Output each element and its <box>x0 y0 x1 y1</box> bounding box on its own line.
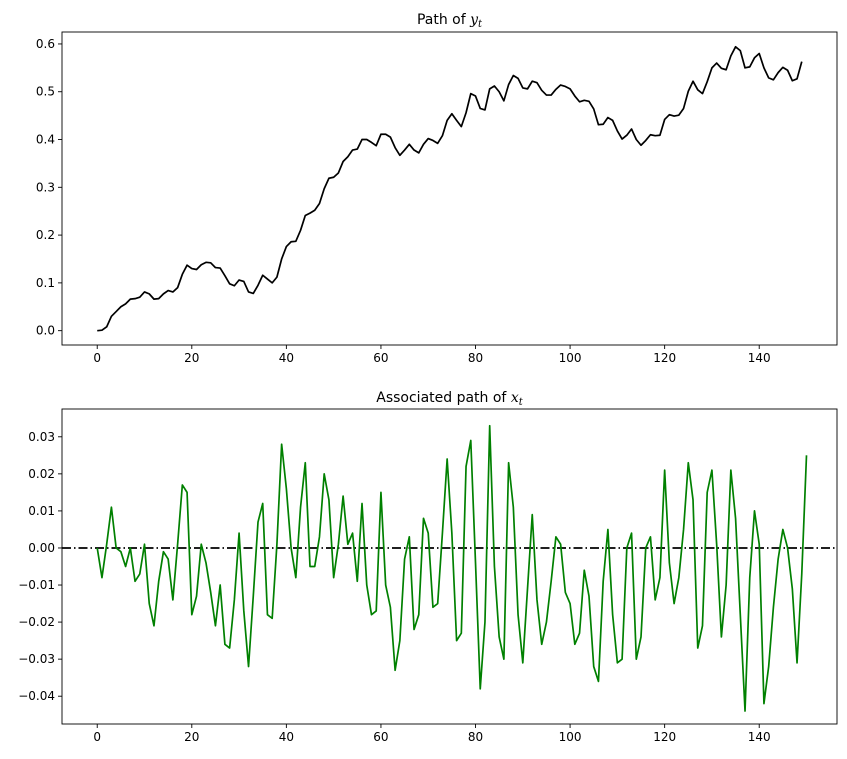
y-tick-label: −0.02 <box>18 615 55 629</box>
x-tick-label: 100 <box>559 730 582 744</box>
x-tick-label: 0 <box>93 351 101 365</box>
chart-title-subscript: t <box>519 397 524 408</box>
series-line <box>96 424 808 712</box>
x-tick-label: 120 <box>653 351 676 365</box>
x-tick-label: 20 <box>184 351 199 365</box>
x-tick-label: 40 <box>279 351 294 365</box>
x-tick: 20 <box>184 345 199 365</box>
y-tick-label: 0.1 <box>36 276 55 290</box>
y-tick: 0.5 <box>36 85 62 99</box>
y-tick: 0.4 <box>36 133 62 147</box>
axes-frame <box>61 31 838 346</box>
y-tick: 0.3 <box>36 180 62 194</box>
x-tick: 20 <box>184 724 199 744</box>
x-tick: 120 <box>653 724 676 744</box>
x-tick: 140 <box>748 345 771 365</box>
x-tick: 140 <box>748 724 771 744</box>
y-tick: −0.04 <box>18 689 62 703</box>
y-tick-label: 0.01 <box>28 504 55 518</box>
chart-title-text: Path of <box>417 12 470 28</box>
y-tick-label: 0.00 <box>28 541 55 555</box>
x-tick: 60 <box>373 345 389 365</box>
x-tick-label: 140 <box>748 730 771 744</box>
x-tick: 60 <box>373 724 389 744</box>
chart-title: Path of yt <box>417 12 483 30</box>
y-tick-label: −0.03 <box>18 652 55 666</box>
x-tick: 40 <box>279 345 294 365</box>
y-tick: −0.02 <box>18 615 62 629</box>
y-tick: 0.6 <box>36 37 62 51</box>
chart-title-subscript: t <box>478 19 483 30</box>
x-tick: 80 <box>468 724 483 744</box>
x-tick: 120 <box>653 345 676 365</box>
x-tick-label: 60 <box>373 730 388 744</box>
series-line <box>97 45 803 332</box>
y-tick-label: −0.04 <box>18 689 55 703</box>
x-tick: 80 <box>468 345 483 365</box>
y-tick-label: 0.0 <box>36 324 55 338</box>
y-tick-label: 0.3 <box>36 180 55 194</box>
y-tick: 0.0 <box>36 324 62 338</box>
y-tick-label: 0.03 <box>28 430 55 444</box>
y-tick: 0.00 <box>28 541 62 555</box>
y-tick: −0.03 <box>18 652 62 666</box>
y-tick-label: 0.4 <box>36 133 55 147</box>
x-tick-label: 100 <box>559 351 582 365</box>
x-tick: 100 <box>559 724 582 744</box>
y-tick-label: 0.02 <box>28 467 55 481</box>
y-tick: 0.02 <box>28 467 62 481</box>
y-tick-label: −0.01 <box>18 578 55 592</box>
chart-title-variable: x <box>511 390 519 406</box>
x-tick: 0 <box>93 724 101 744</box>
y-tick-label: 0.5 <box>36 85 55 99</box>
x-tick-label: 140 <box>748 351 771 365</box>
chart-title: Associated path of xt <box>376 390 523 408</box>
x-tick-label: 0 <box>93 730 101 744</box>
x-tick-label: 80 <box>468 351 483 365</box>
chart-title-text: Associated path of <box>376 390 511 406</box>
axes-frame <box>61 408 838 725</box>
x-tick: 100 <box>559 345 582 365</box>
y-tick-label: 0.6 <box>36 37 55 51</box>
path-x-chart: Associated path of xt 0 20 40 60 80 100 120 140 −… <box>18 390 838 744</box>
y-tick-label: 0.2 <box>36 228 55 242</box>
x-tick: 40 <box>279 724 294 744</box>
chart-title-variable: y <box>469 12 479 28</box>
y-tick: −0.01 <box>18 578 62 592</box>
x-tick-label: 80 <box>468 730 483 744</box>
y-tick: 0.01 <box>28 504 62 518</box>
y-tick: 0.03 <box>28 430 62 444</box>
x-tick-label: 40 <box>279 730 294 744</box>
x-tick-label: 20 <box>184 730 199 744</box>
y-tick: 0.2 <box>36 228 62 242</box>
x-tick-label: 120 <box>653 730 676 744</box>
y-tick: 0.1 <box>36 276 62 290</box>
x-tick-label: 60 <box>373 351 388 365</box>
x-tick: 0 <box>93 345 101 365</box>
path-y-chart: Path of yt 0 20 40 60 80 100 120 140 0.0 0.1 0.2 0.3… <box>36 12 838 365</box>
